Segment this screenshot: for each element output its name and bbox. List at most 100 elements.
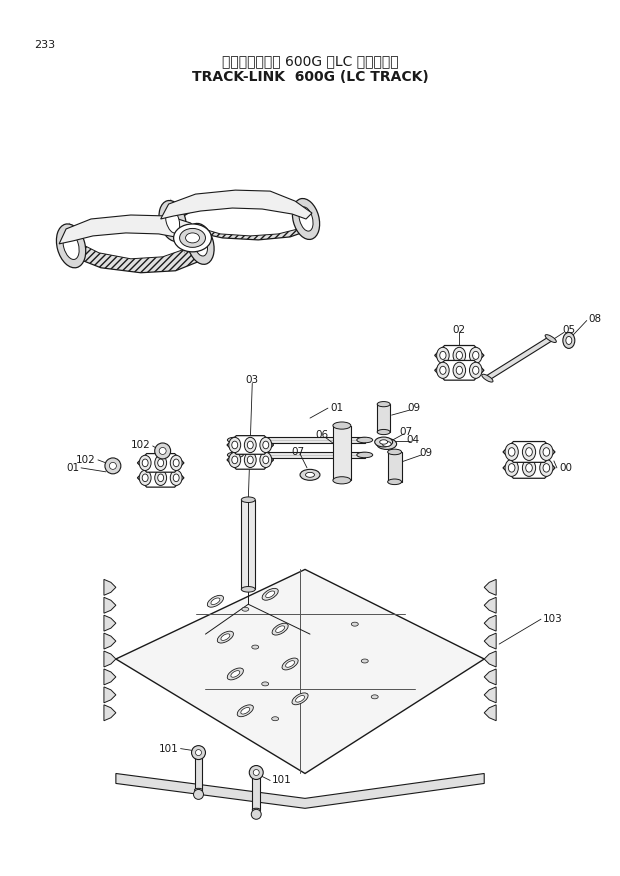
Ellipse shape [173,474,179,482]
Polygon shape [435,345,484,365]
Ellipse shape [252,774,260,777]
Ellipse shape [299,207,313,231]
Ellipse shape [388,449,402,455]
Ellipse shape [221,634,230,640]
Ellipse shape [262,589,278,600]
Polygon shape [161,190,312,219]
Ellipse shape [229,452,241,468]
Ellipse shape [263,456,268,463]
Ellipse shape [195,788,203,792]
Ellipse shape [543,448,550,456]
Ellipse shape [272,623,288,635]
Ellipse shape [333,422,351,429]
Ellipse shape [170,470,182,485]
Ellipse shape [173,459,179,467]
Ellipse shape [563,333,575,349]
Ellipse shape [241,708,250,714]
Ellipse shape [142,474,148,482]
Ellipse shape [180,229,205,247]
Ellipse shape [192,745,205,759]
Polygon shape [195,755,203,790]
Ellipse shape [242,607,249,611]
Polygon shape [104,651,116,667]
Polygon shape [104,687,116,703]
Ellipse shape [472,351,479,359]
Ellipse shape [260,437,272,453]
Polygon shape [484,579,496,596]
Ellipse shape [266,591,275,597]
Text: 01: 01 [330,403,343,413]
Ellipse shape [272,717,278,721]
Ellipse shape [526,448,533,456]
Ellipse shape [263,442,268,449]
Ellipse shape [505,459,518,477]
Polygon shape [227,450,273,470]
Ellipse shape [262,682,268,686]
Polygon shape [484,705,496,721]
Ellipse shape [300,470,320,480]
Polygon shape [161,195,315,240]
Polygon shape [484,615,496,631]
Text: 103: 103 [543,614,563,625]
Text: 01: 01 [66,463,79,473]
Polygon shape [104,633,116,649]
Ellipse shape [377,429,390,434]
Ellipse shape [207,596,223,607]
Ellipse shape [453,347,466,364]
Ellipse shape [229,437,241,453]
Ellipse shape [170,456,182,470]
Polygon shape [486,336,552,380]
Ellipse shape [545,335,556,343]
Ellipse shape [293,199,320,239]
Ellipse shape [440,366,446,374]
Ellipse shape [155,443,170,459]
Ellipse shape [251,809,261,819]
Ellipse shape [237,705,254,717]
Ellipse shape [540,459,553,477]
Ellipse shape [252,809,260,811]
Ellipse shape [482,374,493,382]
Ellipse shape [195,753,203,757]
Ellipse shape [540,443,553,461]
Ellipse shape [377,439,397,449]
Text: トラックリンク 600G （LC トラック）: トラックリンク 600G （LC トラック） [222,53,398,67]
Ellipse shape [377,401,390,406]
Polygon shape [484,687,496,703]
Ellipse shape [252,645,259,649]
Ellipse shape [469,363,482,378]
Ellipse shape [374,437,392,447]
Ellipse shape [472,366,479,374]
Ellipse shape [187,223,214,265]
Polygon shape [484,669,496,685]
Ellipse shape [140,470,151,485]
Ellipse shape [508,463,515,472]
Ellipse shape [142,459,148,467]
Text: 06: 06 [316,430,329,440]
Ellipse shape [361,659,368,663]
Ellipse shape [105,458,121,474]
Ellipse shape [159,201,186,242]
Polygon shape [236,452,365,458]
Polygon shape [104,597,116,613]
Polygon shape [104,579,116,596]
Polygon shape [484,651,496,667]
Ellipse shape [371,695,378,699]
Text: 102: 102 [76,455,96,465]
Polygon shape [76,226,193,258]
Ellipse shape [232,456,237,463]
Polygon shape [236,437,365,443]
Ellipse shape [174,224,211,251]
Polygon shape [377,404,390,432]
Ellipse shape [247,442,253,449]
Ellipse shape [292,693,308,705]
Ellipse shape [155,470,167,485]
Ellipse shape [63,232,79,259]
Polygon shape [59,227,210,272]
Ellipse shape [228,452,243,458]
Ellipse shape [306,472,314,477]
Ellipse shape [505,443,518,461]
Ellipse shape [382,442,391,447]
Ellipse shape [526,463,533,472]
Ellipse shape [241,587,255,592]
Ellipse shape [469,347,482,364]
